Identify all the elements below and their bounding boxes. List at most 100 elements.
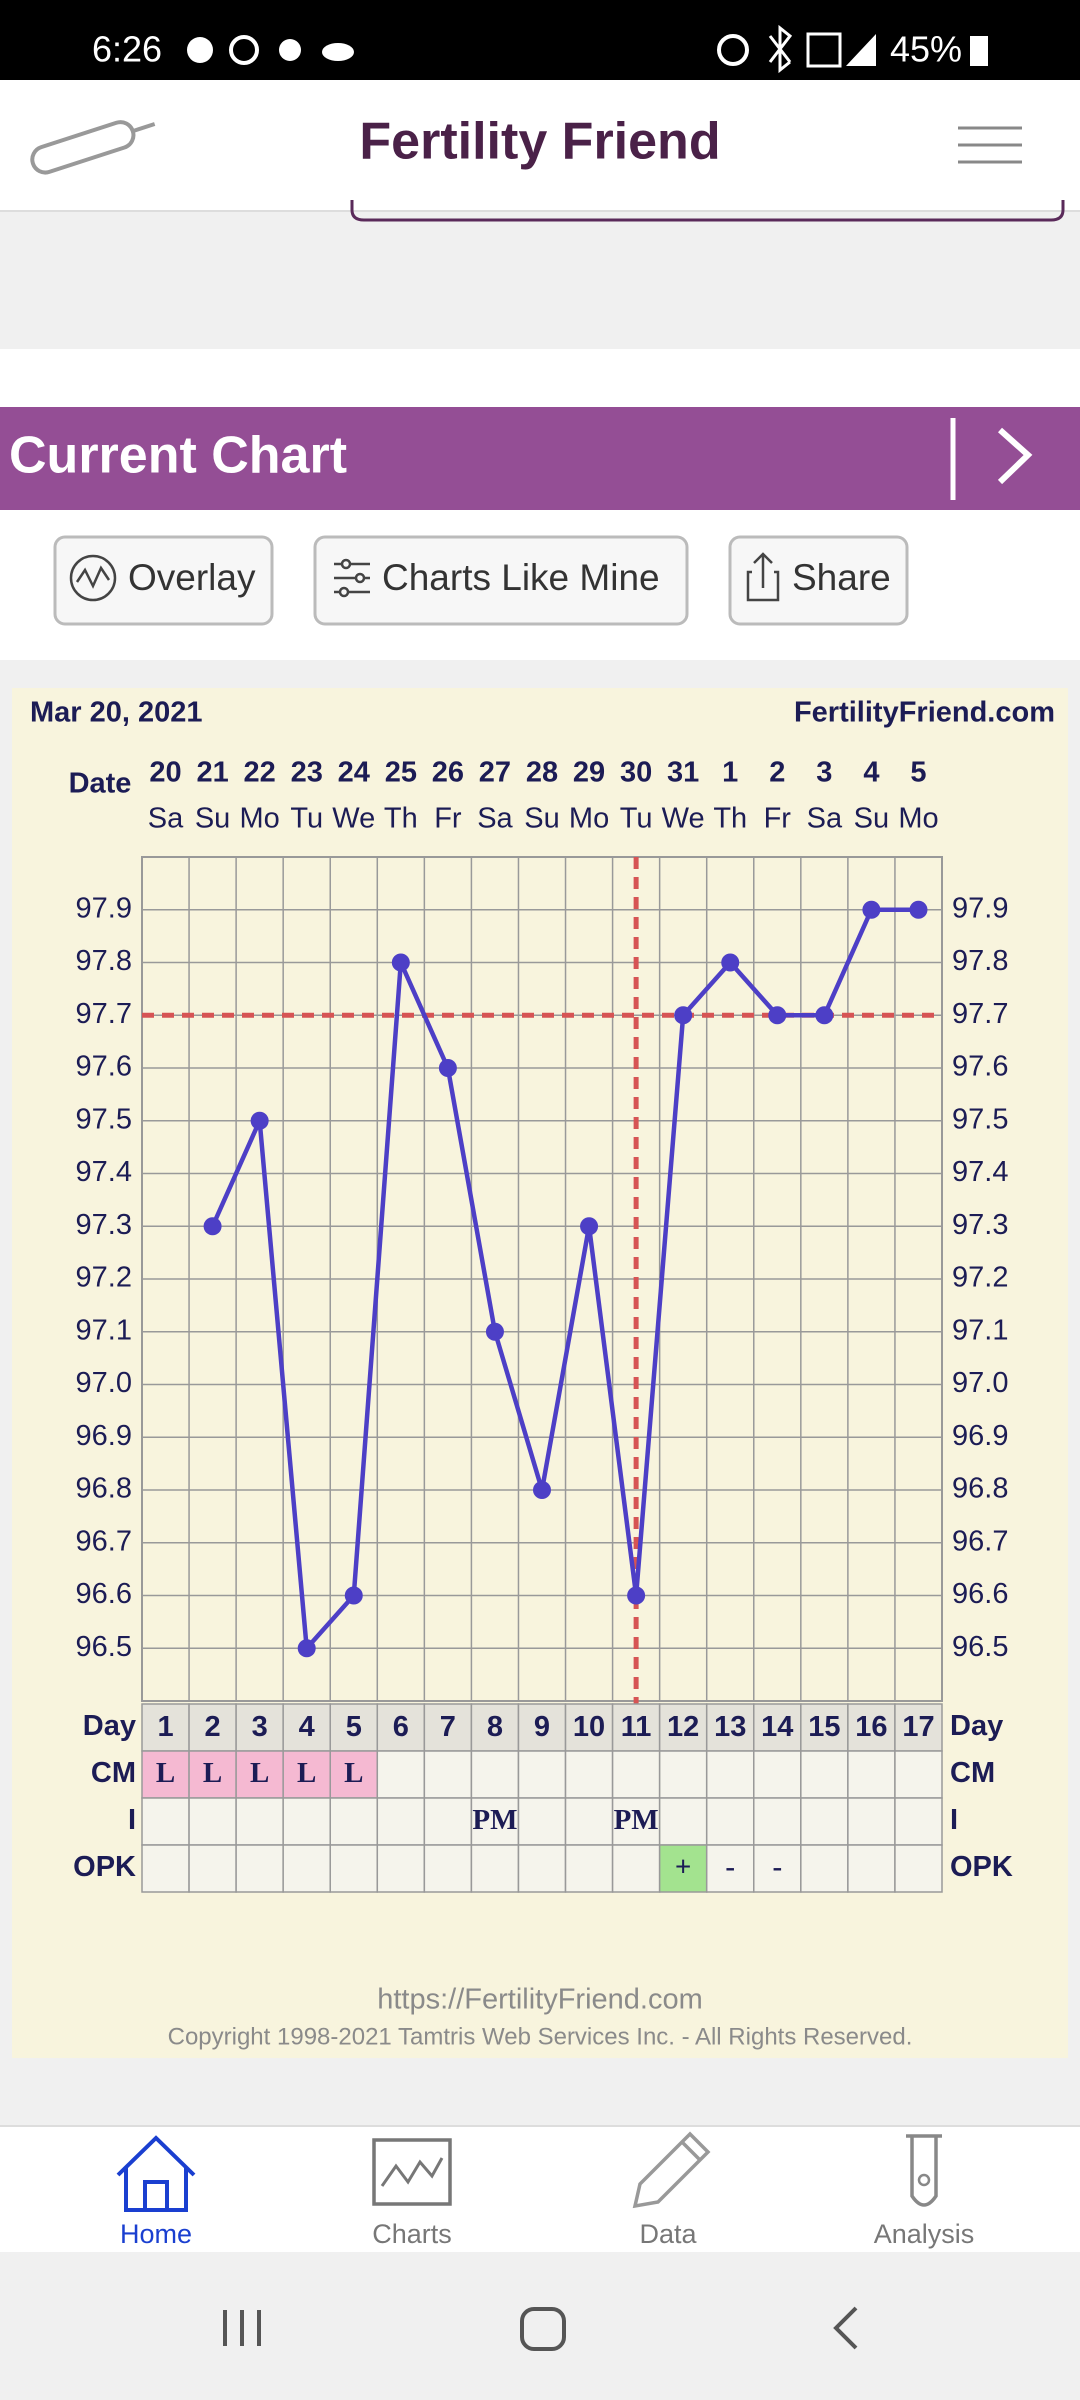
y-tick-label: 97.1	[952, 1314, 1008, 1346]
y-tick-label: 96.9	[952, 1420, 1008, 1452]
table-cell	[141, 1797, 190, 1846]
cycle-day: 2	[205, 1711, 221, 1743]
status-icon	[187, 37, 213, 63]
status-bar	[0, 0, 1080, 80]
y-tick-label: 97.6	[76, 1051, 132, 1083]
table-cell	[658, 1750, 708, 1799]
weekday-label: Su	[524, 803, 559, 835]
row-label: I	[950, 1804, 958, 1836]
table-cell	[423, 1750, 473, 1799]
weekday-label: Sa	[477, 803, 513, 835]
table-cell	[705, 1797, 755, 1846]
temperature-point	[485, 1322, 504, 1341]
table-cell	[800, 1703, 849, 1752]
table-cell	[423, 1844, 473, 1893]
app-title: Fertility Friend	[359, 113, 720, 171]
date-label: 31	[667, 757, 699, 789]
table-cell	[329, 1797, 379, 1846]
filter-icon	[334, 558, 370, 598]
charts-like-mine-button[interactable]	[313, 535, 689, 626]
y-tick-label: 97.3	[952, 1209, 1008, 1241]
nav-label[interactable]: Analysis	[874, 2219, 975, 2249]
y-tick-label: 97.3	[76, 1209, 132, 1241]
date-label: 21	[196, 757, 228, 789]
temperature-point	[533, 1481, 551, 1499]
date-label: 23	[291, 757, 323, 789]
back-button[interactable]	[833, 2306, 858, 2350]
table-cell	[423, 1703, 473, 1752]
share-icon	[746, 552, 780, 602]
nav-label[interactable]: Charts	[372, 2219, 452, 2249]
charts-icon[interactable]	[372, 2138, 452, 2206]
home-system-button[interactable]	[520, 2307, 566, 2351]
chart-date: Mar 20, 2021	[30, 697, 203, 729]
thermometer-icon	[30, 120, 156, 175]
share-button[interactable]	[728, 535, 909, 626]
y-tick-label: 96.8	[76, 1473, 132, 1505]
cycle-day: 1	[157, 1711, 173, 1743]
table-cell	[188, 1797, 237, 1846]
weekday-label: Mo	[898, 803, 938, 835]
temperature-point	[438, 1059, 457, 1077]
y-tick-label: 96.7	[952, 1525, 1008, 1557]
weekday-label: We	[332, 803, 375, 835]
home-icon[interactable]	[116, 2135, 196, 2212]
table-cell	[188, 1844, 237, 1893]
y-tick-label: 97.7	[76, 998, 132, 1030]
nav-label[interactable]: Data	[639, 2219, 697, 2249]
table-cell	[611, 1703, 661, 1752]
recents-button[interactable]	[223, 2310, 261, 2346]
cell-value: L	[203, 1757, 222, 1789]
temperature-point	[815, 1006, 834, 1025]
analysis-icon[interactable]	[906, 2134, 942, 2207]
cycle-day: 3	[252, 1711, 268, 1743]
footer-url: https://FertilityFriend.com	[377, 1984, 703, 2016]
y-tick-label: 97.8	[76, 945, 132, 977]
data-icon[interactable]	[632, 2131, 711, 2209]
overlay-icon	[75, 565, 111, 589]
overlay-button[interactable]	[53, 535, 274, 626]
weekday-label: Fr	[764, 803, 792, 835]
row-label: CM	[91, 1757, 136, 1789]
date-label: 24	[338, 757, 370, 789]
table-cell	[282, 1844, 331, 1893]
table-cell	[894, 1703, 943, 1752]
table-cell	[564, 1844, 614, 1893]
status-battery: 45%	[890, 29, 962, 70]
table-cell	[329, 1844, 379, 1893]
date-label: 22	[244, 757, 276, 789]
menu-button[interactable]	[958, 126, 1022, 164]
charts-icon-line	[380, 2157, 444, 2187]
row-label: CM	[950, 1757, 995, 1789]
table-cell	[611, 1797, 661, 1846]
status-icon	[806, 32, 842, 68]
banner-chevron[interactable]	[997, 427, 1033, 485]
cycle-day: 15	[808, 1711, 840, 1743]
table-cell	[282, 1750, 331, 1799]
y-tick-label: 97.0	[952, 1367, 1008, 1399]
table-cell	[141, 1750, 190, 1799]
weekday-label: Th	[384, 803, 418, 835]
bottom-nav	[0, 2126, 1080, 2252]
table-cell	[800, 1797, 849, 1846]
y-tick-label: 96.5	[952, 1631, 1008, 1663]
y-tick-label: 96.6	[952, 1578, 1008, 1610]
table-cell	[376, 1844, 426, 1893]
y-tick-label: 97.8	[952, 945, 1008, 977]
cell-value: -	[725, 1851, 735, 1883]
temperature-line	[210, 907, 919, 1654]
y-tick-label: 97.7	[952, 998, 1008, 1030]
y-tick-label: 97.4	[952, 1156, 1008, 1188]
banner[interactable]	[0, 407, 1080, 510]
banner-title: Current Chart	[9, 427, 347, 485]
y-tick-label: 96.7	[76, 1525, 132, 1557]
cell-value: L	[156, 1757, 175, 1789]
overlay-icon	[69, 554, 117, 602]
weekday-label: Tu	[290, 803, 323, 835]
y-tick-label: 96.9	[76, 1420, 132, 1452]
nav-label[interactable]: Home	[120, 2219, 192, 2249]
temperature-point	[344, 1586, 363, 1605]
table-cell	[329, 1750, 379, 1799]
button-label: Share	[792, 557, 891, 598]
table-cell	[141, 1844, 190, 1893]
